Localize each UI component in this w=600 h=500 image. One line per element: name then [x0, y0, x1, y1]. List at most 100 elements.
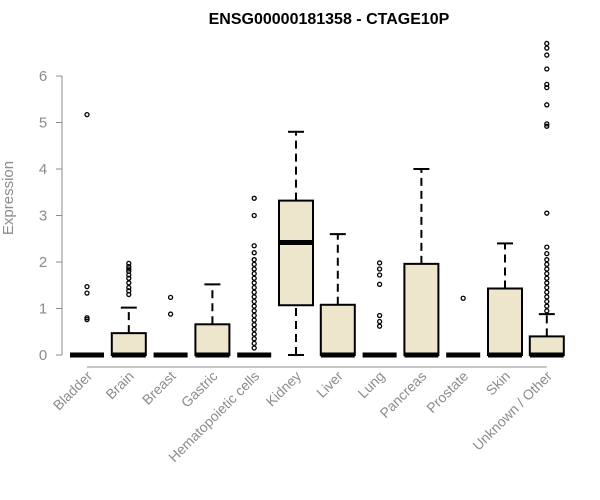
- box-iqr: [319, 303, 356, 356]
- outlier-point: [251, 340, 257, 347]
- outlier-point: [544, 40, 550, 47]
- outlier-point: [544, 52, 550, 58]
- outlier-point: [84, 317, 90, 323]
- outlier-point: [376, 266, 383, 272]
- outlier-point: [251, 266, 257, 272]
- outlier-point: [376, 281, 383, 287]
- outlier-point: [251, 275, 257, 281]
- outlier-point: [251, 298, 257, 305]
- outlier-point: [544, 123, 550, 129]
- outlier-point: [251, 331, 257, 337]
- outlier-point: [251, 345, 257, 351]
- x-tick-label: Lung: [354, 368, 387, 401]
- outlier-point: [544, 266, 550, 272]
- outlier-point: [251, 308, 257, 314]
- outlier-point: [376, 260, 383, 266]
- x-tick-label: Liver: [313, 368, 346, 401]
- y-tick-label: 3: [39, 208, 47, 225]
- outlier-point: [544, 289, 550, 295]
- box-liver: Liver: [313, 233, 356, 401]
- outlier-point: [544, 81, 550, 88]
- outlier-point: [251, 250, 257, 256]
- box-unknown-other: Unknown / Other: [469, 40, 565, 454]
- outlier-point: [544, 66, 550, 72]
- outlier-point: [251, 270, 257, 277]
- x-tick-label: Breast: [139, 368, 179, 408]
- x-tick-label: Prostate: [423, 368, 471, 416]
- box-iqr: [110, 332, 147, 356]
- outlier-point: [251, 322, 257, 328]
- y-axis-label: Expression: [0, 161, 17, 235]
- outlier-point: [251, 303, 257, 309]
- outlier-point: [544, 294, 550, 300]
- outlier-point: [376, 318, 383, 325]
- box-bladder: Bladder: [50, 111, 104, 414]
- outlier-point: [251, 280, 257, 286]
- outlier-point: [251, 312, 257, 319]
- outlier-point: [251, 289, 257, 295]
- outlier-point: [544, 308, 550, 314]
- y-tick-label: 0: [39, 347, 47, 364]
- outlier-point: [544, 284, 550, 291]
- outlier-point: [376, 323, 383, 329]
- box-skin: Skin: [483, 242, 523, 399]
- box-iqr: [487, 287, 523, 357]
- x-tick-label: Unknown / Other: [469, 368, 555, 454]
- chart-title: ENSG00000181358 - CTAGE10P: [209, 11, 450, 28]
- outlier-point: [544, 261, 550, 267]
- outlier-point: [84, 290, 90, 296]
- outlier-point: [84, 315, 90, 321]
- box-kidney: Kidney: [263, 130, 314, 410]
- outlier-point: [126, 275, 132, 281]
- outlier-point: [251, 317, 257, 323]
- outlier-point: [167, 294, 174, 300]
- outlier-point: [167, 311, 174, 317]
- outlier-point: [251, 212, 257, 219]
- box-pancreas: Pancreas: [376, 168, 440, 421]
- outlier-point: [251, 294, 257, 300]
- box-gastric: Gastric: [178, 283, 231, 410]
- outlier-point: [544, 303, 550, 309]
- outlier-point: [376, 312, 383, 319]
- outlier-point: [544, 280, 550, 286]
- y-tick-label: 6: [39, 68, 47, 85]
- y-tick-label: 2: [39, 254, 47, 271]
- outlier-point: [251, 261, 257, 267]
- outlier-point: [544, 298, 550, 305]
- outlier-point: [544, 244, 550, 250]
- outlier-point: [126, 280, 132, 286]
- outlier-point: [544, 257, 550, 263]
- outlier-point: [126, 284, 132, 291]
- x-tick-label: Skin: [483, 368, 514, 399]
- outlier-point: [544, 102, 550, 108]
- y-tick-label: 4: [39, 161, 47, 178]
- x-tick-label: Bladder: [50, 368, 96, 414]
- outlier-point: [251, 326, 257, 333]
- box-iqr: [278, 199, 314, 307]
- axes: 0 1 2 3 4 5 6: [39, 68, 547, 368]
- outlier-point: [544, 270, 550, 277]
- outlier-point: [251, 243, 257, 249]
- outlier-point: [251, 195, 257, 201]
- x-tick-label: Brain: [102, 368, 136, 402]
- outlier-point: [544, 210, 550, 216]
- outlier-point: [251, 336, 257, 342]
- outlier-point: [126, 260, 132, 267]
- outlier-point: [251, 284, 257, 291]
- outlier-point: [84, 111, 90, 118]
- box-iqr: [194, 323, 231, 356]
- outlier-point: [126, 272, 132, 278]
- outlier-point: [251, 257, 257, 263]
- outlier-point: [544, 84, 550, 91]
- y-tick-label: 5: [39, 115, 47, 132]
- outlier-point: [544, 121, 550, 127]
- y-tick-label: 1: [39, 301, 47, 318]
- outlier-point: [544, 45, 550, 51]
- box-lung: Lung: [354, 260, 397, 401]
- outlier-point: [84, 283, 90, 290]
- outlier-point: [126, 291, 132, 298]
- x-tick-label: Kidney: [263, 368, 305, 410]
- box-iqr: [403, 262, 440, 356]
